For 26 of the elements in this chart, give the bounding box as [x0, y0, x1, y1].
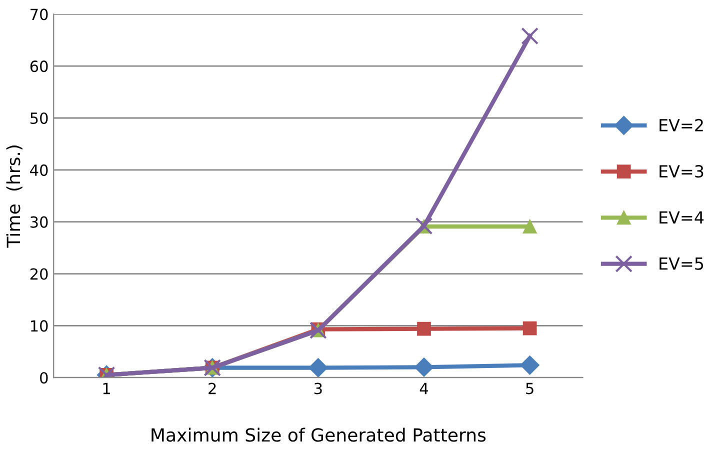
point [308, 358, 328, 378]
legend-label: EV=2 [660, 118, 703, 132]
y-tick-label: 40 [30, 164, 48, 176]
legend-label: EV=3 [660, 165, 704, 178]
point [520, 356, 540, 375]
y-axis-title: Time (hrs.) [6, 146, 22, 248]
x-tick-label: 2 [208, 382, 216, 394]
point [522, 220, 537, 234]
y-tick-label: 30 [30, 216, 48, 228]
y-tick-label: 60 [30, 60, 48, 72]
y-tick-label: 70 [30, 8, 48, 20]
x-tick-label: 3 [314, 382, 322, 394]
point [414, 358, 434, 377]
y-tick-label: 10 [31, 320, 48, 332]
x-tick-label: 5 [526, 382, 534, 394]
point [417, 322, 431, 336]
x-tick-label: 1 [103, 382, 110, 394]
x-tick-label: 4 [420, 382, 428, 394]
x-axis-title: Maximum Size of Generated Patterns [152, 428, 486, 442]
legend-label: EV=5 [660, 258, 704, 270]
point [521, 27, 538, 45]
legend-label: EV=4 [660, 211, 704, 224]
point [522, 321, 537, 336]
y-tick-label: 20 [30, 268, 48, 280]
y-tick-label: 50 [30, 112, 48, 124]
y-tick-label: 0 [40, 372, 48, 384]
